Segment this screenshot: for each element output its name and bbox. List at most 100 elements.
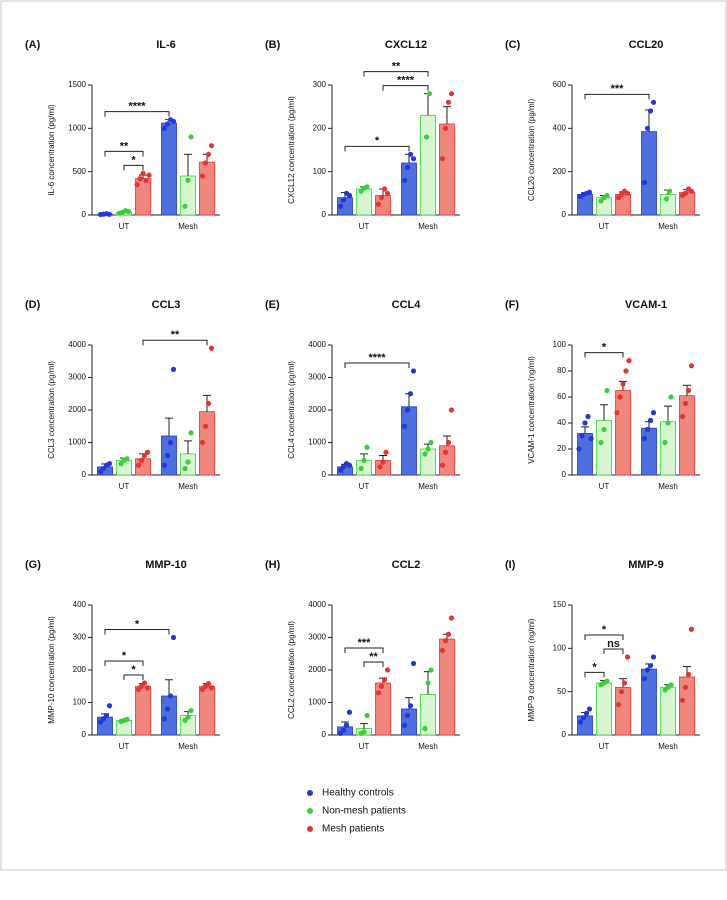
data-point bbox=[445, 99, 452, 105]
significance-bracket bbox=[344, 362, 410, 368]
data-point bbox=[138, 457, 145, 463]
y-tick-label: 400 bbox=[73, 600, 87, 609]
data-point bbox=[586, 706, 593, 712]
y-tick-label: 4000 bbox=[308, 600, 326, 609]
data-point bbox=[641, 179, 648, 186]
data-point bbox=[604, 387, 610, 394]
data-point bbox=[650, 410, 657, 416]
data-point bbox=[410, 156, 417, 162]
data-point bbox=[381, 677, 388, 683]
significance-bracket bbox=[142, 339, 208, 346]
y-tick-label: 100 bbox=[73, 698, 87, 707]
data-point bbox=[682, 684, 689, 690]
data-point bbox=[666, 188, 673, 194]
data-point bbox=[404, 407, 411, 413]
x-tick-label: UT bbox=[119, 482, 130, 491]
data-point bbox=[205, 400, 212, 407]
x-tick-label: UT bbox=[359, 222, 370, 231]
significance-bracket bbox=[344, 145, 410, 152]
data-point bbox=[199, 173, 206, 179]
panel-label: (B) bbox=[265, 39, 281, 51]
y-tick-label: 100 bbox=[553, 340, 567, 349]
y-tick-label: 0 bbox=[562, 470, 567, 479]
y-tick-label: 3000 bbox=[308, 373, 326, 382]
significance-label: ** bbox=[120, 140, 129, 152]
data-point bbox=[375, 201, 382, 207]
data-point bbox=[106, 211, 113, 217]
data-point bbox=[668, 682, 674, 688]
data-point bbox=[647, 417, 654, 423]
y-axis-label: CCL20 concentration (pg/ml) bbox=[527, 99, 536, 202]
data-point bbox=[425, 446, 431, 452]
legend-marker bbox=[307, 790, 313, 796]
data-point bbox=[103, 712, 110, 719]
data-point bbox=[439, 156, 446, 162]
data-point bbox=[626, 358, 632, 364]
data-point bbox=[679, 697, 686, 703]
y-tick-label: 0 bbox=[82, 470, 87, 479]
data-point bbox=[346, 709, 353, 715]
data-point bbox=[164, 452, 171, 459]
data-point bbox=[601, 426, 607, 433]
y-axis-label: CXCL12 concentration (pg/ml) bbox=[287, 96, 296, 204]
data-point bbox=[448, 407, 455, 413]
data-point bbox=[620, 381, 626, 387]
significance-bracket bbox=[104, 629, 170, 635]
data-point bbox=[423, 134, 430, 140]
data-point bbox=[375, 690, 382, 696]
significance-bracket bbox=[382, 85, 429, 91]
panel-label: (G) bbox=[25, 559, 41, 571]
significance-bracket bbox=[584, 93, 650, 100]
data-point bbox=[445, 631, 452, 637]
y-tick-label: 80 bbox=[557, 366, 566, 375]
data-point bbox=[448, 615, 455, 621]
bar bbox=[401, 406, 417, 476]
y-axis-label: VCAM-1 concentration (ng/ml) bbox=[527, 356, 536, 464]
significance-label: **** bbox=[368, 352, 386, 364]
legend-marker bbox=[307, 826, 313, 832]
data-point bbox=[141, 680, 148, 686]
x-tick-label: Mesh bbox=[658, 482, 678, 491]
data-point bbox=[688, 363, 695, 369]
y-tick-label: 4000 bbox=[308, 340, 326, 349]
data-point bbox=[624, 654, 631, 660]
y-axis-label: MMP-9 concentration (ng/ml) bbox=[527, 618, 536, 721]
y-axis-label: IL-6 concentration (pg/ml) bbox=[47, 104, 56, 195]
data-point bbox=[199, 439, 206, 446]
significance-bracket bbox=[584, 634, 624, 640]
legend-label: Healthy controls bbox=[322, 788, 394, 799]
bar bbox=[660, 686, 676, 736]
data-point bbox=[644, 426, 651, 433]
y-tick-label: 4000 bbox=[68, 340, 86, 349]
chart-title: MMP-9 bbox=[628, 559, 663, 571]
chart-title: CCL20 bbox=[629, 39, 664, 51]
data-point bbox=[604, 192, 610, 199]
data-point bbox=[383, 449, 389, 455]
x-tick-label: UT bbox=[359, 482, 370, 491]
data-point bbox=[167, 439, 174, 446]
data-point bbox=[377, 464, 383, 470]
y-tick-label: 400 bbox=[553, 123, 567, 132]
data-point bbox=[439, 462, 446, 468]
data-point bbox=[641, 676, 648, 682]
bar bbox=[596, 682, 612, 736]
data-point bbox=[164, 121, 171, 127]
data-point bbox=[404, 164, 411, 170]
data-point bbox=[182, 465, 188, 472]
significance-label: *** bbox=[358, 637, 372, 649]
data-point bbox=[618, 689, 625, 695]
data-point bbox=[448, 91, 455, 97]
data-point bbox=[685, 387, 692, 394]
y-tick-label: 0 bbox=[82, 210, 87, 219]
bar bbox=[161, 122, 177, 216]
data-point bbox=[182, 203, 188, 209]
data-point bbox=[679, 413, 686, 420]
data-point bbox=[188, 708, 194, 714]
panel-label: (A) bbox=[25, 39, 41, 51]
bar bbox=[641, 427, 657, 476]
data-point bbox=[668, 394, 674, 400]
data-point bbox=[647, 663, 654, 669]
significance-label: **** bbox=[128, 101, 146, 113]
significance-bracket bbox=[104, 111, 170, 117]
panel-label: (C) bbox=[505, 39, 521, 51]
